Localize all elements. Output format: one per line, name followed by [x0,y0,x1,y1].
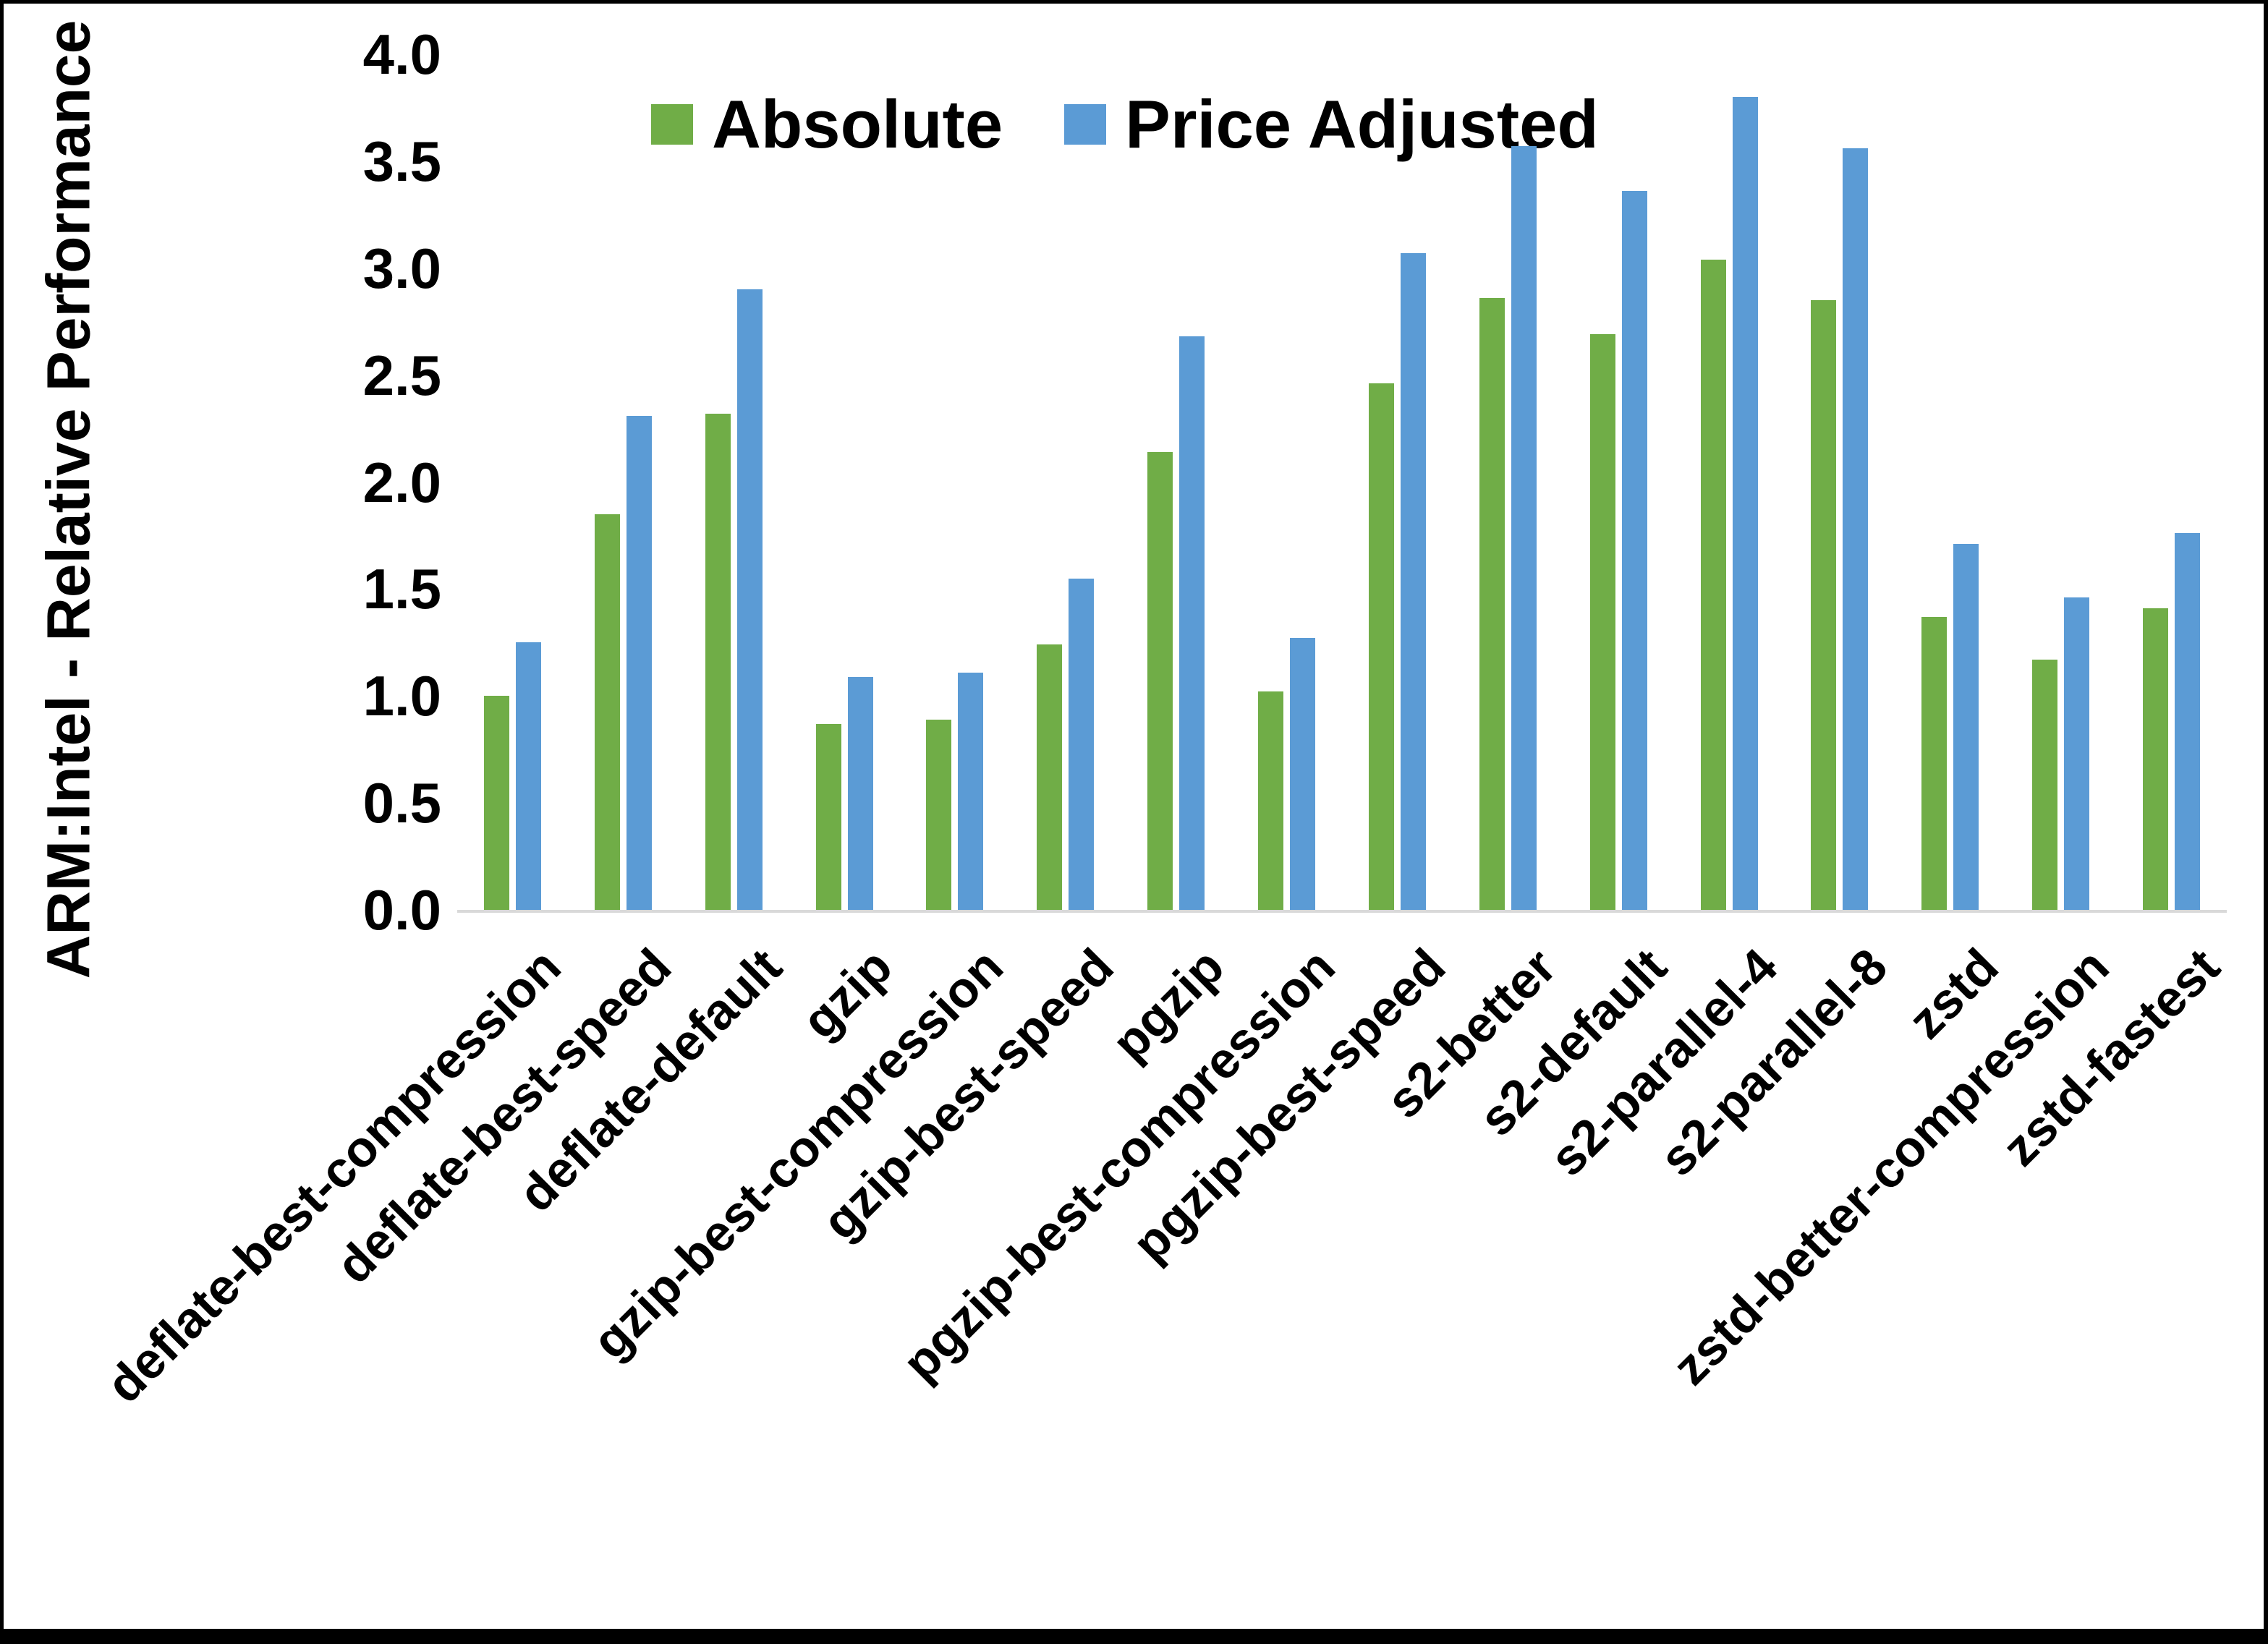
slide-border-right [2264,0,2268,1644]
bar-s2-default-price-adjusted [1622,191,1647,910]
x-axis-line [457,910,2227,913]
bar-s2-parallel-8-absolute [1811,300,1836,910]
bar-deflate-default-absolute [705,414,731,910]
slide-border-bottom [0,1629,2268,1644]
bar-pgzip-best-speed-absolute [1369,383,1394,910]
bar-gzip-best-speed-price-adjusted [1069,579,1094,910]
bar-s2-better-price-adjusted [1511,146,1537,910]
y-tick-label: 0.5 [362,771,441,835]
slide-border-top [0,0,2268,4]
bar-pgzip-best-compression-price-adjusted [1290,638,1315,910]
y-tick-label: 2.5 [362,343,441,407]
bar-pgzip-price-adjusted [1179,336,1205,910]
bar-pgzip-absolute [1147,452,1173,910]
y-tick-label: 1.5 [362,557,441,621]
bar-deflate-best-compression-absolute [484,696,509,910]
bar-s2-parallel-8-price-adjusted [1843,148,1868,910]
bar-gzip-best-compression-price-adjusted [958,673,983,910]
bar-gzip-best-compression-absolute [926,720,951,910]
bar-pgzip-best-compression-absolute [1258,691,1283,910]
legend-label: Absolute [712,86,1003,162]
y-tick-label: 1.0 [362,664,441,728]
legend-swatch-icon [651,104,693,145]
bar-s2-parallel-4-price-adjusted [1733,97,1758,910]
bar-gzip-best-speed-absolute [1037,644,1062,910]
x-category-label: deflate-best-compression [95,937,572,1414]
y-tick-label: 0.0 [362,878,441,942]
bar-s2-better-absolute [1479,298,1505,910]
bar-zstd-better-compression-absolute [2032,660,2057,910]
y-tick-label: 3.0 [362,236,441,300]
slide-border-left [0,0,4,1644]
bar-zstd-better-compression-price-adjusted [2064,597,2089,910]
y-tick-label: 2.0 [362,450,441,514]
bar-gzip-price-adjusted [848,677,873,910]
bar-pgzip-best-speed-price-adjusted [1401,253,1426,910]
bar-deflate-default-price-adjusted [737,289,763,910]
y-tick-label: 4.0 [362,22,441,86]
bar-gzip-absolute [816,724,841,910]
bar-zstd-absolute [1921,617,1947,910]
bar-zstd-price-adjusted [1953,544,1979,910]
legend-item-absolute: Absolute [651,85,1003,163]
bar-zstd-fastest-absolute [2143,608,2168,910]
bar-deflate-best-speed-absolute [595,514,620,910]
bar-deflate-best-speed-price-adjusted [627,416,652,910]
bar-zstd-fastest-price-adjusted [2175,533,2200,910]
bar-s2-parallel-4-absolute [1701,260,1726,910]
bar-s2-default-absolute [1590,334,1615,910]
legend-swatch-icon [1064,104,1107,145]
y-tick-label: 3.5 [362,129,441,193]
bar-deflate-best-compression-price-adjusted [516,642,541,910]
